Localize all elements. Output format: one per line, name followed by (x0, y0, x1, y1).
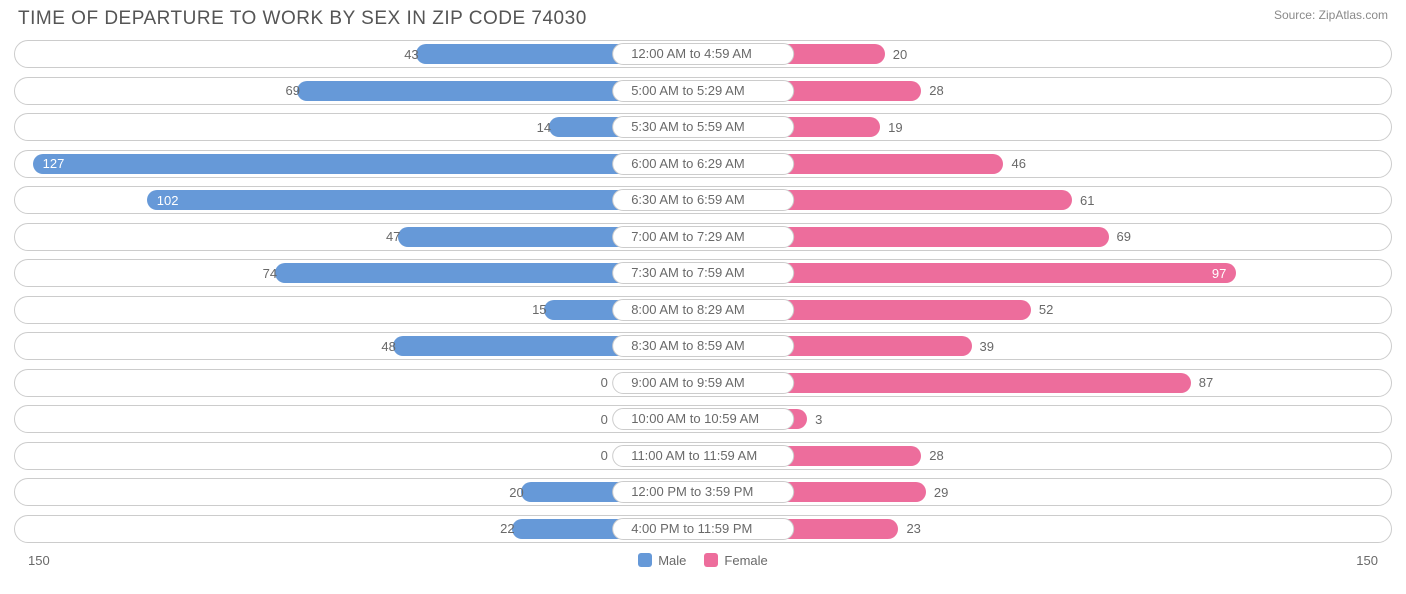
chart-row: 74 97 7:30 AM to 7:59 AM (14, 259, 1392, 287)
category-label: 12:00 PM to 3:59 PM (612, 481, 794, 503)
category-label: 10:00 AM to 10:59 AM (612, 408, 794, 430)
category-label: 7:00 AM to 7:29 AM (612, 226, 794, 248)
chart-row: 20 29 12:00 PM to 3:59 PM (14, 478, 1392, 506)
chart-row: 69 28 5:00 AM to 5:29 AM (14, 77, 1392, 105)
male-value: 0 (593, 446, 609, 466)
category-label: 11:00 AM to 11:59 AM (612, 445, 794, 467)
female-value: 23 (898, 519, 928, 539)
male-value: 0 (593, 409, 609, 429)
legend-swatch (638, 553, 652, 567)
axis-left-max: 150 (28, 553, 50, 568)
chart-row: 0 3 10:00 AM to 10:59 AM (14, 405, 1392, 433)
female-value: 19 (880, 117, 910, 137)
chart-row: 22 23 4:00 PM to 11:59 PM (14, 515, 1392, 543)
male-value: 102 (147, 190, 187, 210)
chart-title: TIME OF DEPARTURE TO WORK BY SEX IN ZIP … (18, 8, 587, 30)
male-value: 14 (529, 117, 545, 137)
chart-row: 48 39 8:30 AM to 8:59 AM (14, 332, 1392, 360)
chart-footer: 150 Male Female 150 (0, 551, 1406, 568)
male-value: 74 (255, 263, 271, 283)
chart-row: 0 28 11:00 AM to 11:59 AM (14, 442, 1392, 470)
male-value: 15 (524, 300, 540, 320)
category-label: 5:30 AM to 5:59 AM (612, 116, 794, 138)
male-value: 20 (501, 482, 517, 502)
female-value: 52 (1031, 300, 1061, 320)
legend-swatch (704, 553, 718, 567)
chart-row: 47 69 7:00 AM to 7:29 AM (14, 223, 1392, 251)
category-label: 6:00 AM to 6:29 AM (612, 153, 794, 175)
female-value: 87 (1191, 373, 1221, 393)
legend-label: Male (658, 553, 686, 568)
axis-right-max: 150 (1356, 553, 1378, 568)
female-value: 69 (1109, 227, 1139, 247)
chart-row: 15 52 8:00 AM to 8:29 AM (14, 296, 1392, 324)
male-value: 22 (492, 519, 508, 539)
diverging-bar-chart: 43 20 12:00 AM to 4:59 AM 69 28 5:00 AM to 5:… (0, 40, 1406, 543)
category-label: 7:30 AM to 7:59 AM (612, 262, 794, 284)
chart-source: Source: ZipAtlas.com (1274, 8, 1388, 22)
chart-row: 14 19 5:30 AM to 5:59 AM (14, 113, 1392, 141)
legend-item: Female (704, 553, 767, 568)
chart-row: 43 20 12:00 AM to 4:59 AM (14, 40, 1392, 68)
male-bar (33, 154, 703, 174)
male-value: 69 (277, 81, 293, 101)
male-value: 48 (373, 336, 389, 356)
category-label: 4:00 PM to 11:59 PM (612, 518, 794, 540)
female-value: 39 (972, 336, 1002, 356)
chart-legend: Male Female (638, 553, 768, 568)
male-value: 127 (33, 154, 73, 174)
male-value: 47 (378, 227, 394, 247)
chart-row: 0 87 9:00 AM to 9:59 AM (14, 369, 1392, 397)
female-value: 20 (885, 44, 915, 64)
female-value: 29 (926, 482, 956, 502)
female-value: 97 (1204, 263, 1236, 283)
female-value: 61 (1072, 190, 1102, 210)
legend-label: Female (724, 553, 767, 568)
female-value: 28 (921, 81, 951, 101)
male-value: 0 (593, 373, 609, 393)
chart-row: 102 61 6:30 AM to 6:59 AM (14, 186, 1392, 214)
legend-item: Male (638, 553, 686, 568)
category-label: 8:00 AM to 8:29 AM (612, 299, 794, 321)
category-label: 8:30 AM to 8:59 AM (612, 335, 794, 357)
male-value: 43 (396, 44, 412, 64)
chart-header: TIME OF DEPARTURE TO WORK BY SEX IN ZIP … (0, 0, 1406, 40)
female-value: 28 (921, 446, 951, 466)
category-label: 5:00 AM to 5:29 AM (612, 80, 794, 102)
category-label: 6:30 AM to 6:59 AM (612, 189, 794, 211)
category-label: 12:00 AM to 4:59 AM (612, 43, 794, 65)
category-label: 9:00 AM to 9:59 AM (612, 372, 794, 394)
female-value: 3 (807, 409, 830, 429)
chart-row: 127 46 6:00 AM to 6:29 AM (14, 150, 1392, 178)
female-value: 46 (1003, 154, 1033, 174)
